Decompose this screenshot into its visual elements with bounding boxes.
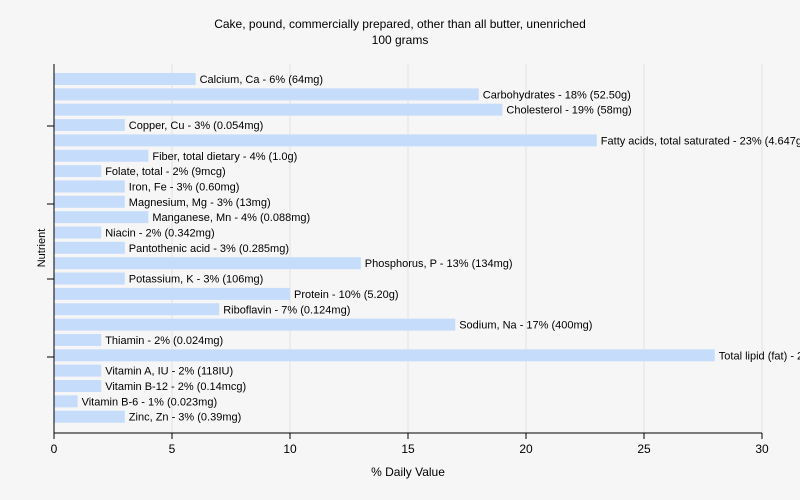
x-tick-label: 25 xyxy=(637,442,651,456)
chart-title: Cake, pound, commercially prepared, othe… xyxy=(214,17,586,31)
bar-label: Niacin - 2% (0.342mg) xyxy=(105,228,214,240)
x-tick-label: 30 xyxy=(755,442,769,456)
axes: 0 5 10 15 20 25 30 xyxy=(47,64,769,456)
bar xyxy=(54,119,125,132)
bar xyxy=(54,226,102,239)
bar xyxy=(54,241,125,254)
bar xyxy=(54,134,597,147)
bar xyxy=(54,211,149,224)
bar-label: Zinc, Zn - 3% (0.39mg) xyxy=(129,412,241,424)
bar xyxy=(54,333,102,346)
bar xyxy=(54,380,102,392)
x-tick-label: 15 xyxy=(401,442,415,456)
bar-label: Cholesterol - 19% (58mg) xyxy=(506,105,631,117)
bar-label: Protein - 10% (5.20g) xyxy=(294,289,399,301)
bar-label: Vitamin B-6 - 1% (0.023mg) xyxy=(82,396,218,408)
bar xyxy=(54,364,102,377)
bar-label: Carbohydrates - 18% (52.50g) xyxy=(483,89,631,101)
bar-label: Phosphorus, P - 13% (134mg) xyxy=(365,258,513,270)
x-axis-label: % Daily Value xyxy=(371,465,445,479)
bar xyxy=(54,88,479,101)
bar xyxy=(54,318,456,331)
bar xyxy=(54,257,361,270)
bar xyxy=(54,303,220,316)
bar-label: Fiber, total dietary - 4% (1.0g) xyxy=(152,151,297,163)
bar-label: Magnesium, Mg - 3% (13mg) xyxy=(129,197,271,209)
bar-label: Total lipid (fat) - 28% (17.90g) xyxy=(719,350,800,362)
bar-label: Calcium, Ca - 6% (64mg) xyxy=(200,74,323,86)
grid-lines xyxy=(171,64,763,433)
x-tick-label: 20 xyxy=(519,442,533,456)
bar xyxy=(54,149,149,162)
bar xyxy=(54,195,125,208)
y-axis-label: Nutrient xyxy=(36,229,48,268)
bar-label: Vitamin B-12 - 2% (0.14mcg) xyxy=(105,381,246,393)
bar-label: Pantothenic acid - 3% (0.285mg) xyxy=(129,243,289,255)
bar-label: Copper, Cu - 3% (0.054mg) xyxy=(129,120,264,132)
x-tick-label: 0 xyxy=(51,442,58,456)
bar-label: Sodium, Na - 17% (400mg) xyxy=(459,320,592,332)
bar-label: Iron, Fe - 3% (0.60mg) xyxy=(129,181,240,193)
bar xyxy=(54,395,78,408)
x-tick-label: 5 xyxy=(169,442,176,456)
bar xyxy=(54,410,125,423)
bar xyxy=(54,272,125,285)
bar-label: Thiamin - 2% (0.024mg) xyxy=(105,335,223,347)
bars: Calcium, Ca - 6% (64mg) Carbohydrates - 1… xyxy=(54,73,800,424)
bar xyxy=(54,165,102,178)
bar-label: Potassium, K - 3% (106mg) xyxy=(129,274,263,286)
bar-label: Manganese, Mn - 4% (0.088mg) xyxy=(152,212,310,224)
chart-subtitle: 100 grams xyxy=(371,33,429,47)
x-tick-label: 10 xyxy=(283,442,297,456)
bar xyxy=(54,180,125,193)
bar-label: Fatty acids, total saturated - 23% (4.64… xyxy=(601,135,800,147)
bar xyxy=(54,349,715,362)
bar xyxy=(54,103,503,116)
bar-label: Riboflavin - 7% (0.124mg) xyxy=(223,304,350,316)
bar-label: Vitamin A, IU - 2% (118IU) xyxy=(105,366,233,378)
bar-label: Folate, total - 2% (9mcg) xyxy=(105,166,225,178)
bar xyxy=(54,73,196,85)
bar xyxy=(54,287,290,300)
